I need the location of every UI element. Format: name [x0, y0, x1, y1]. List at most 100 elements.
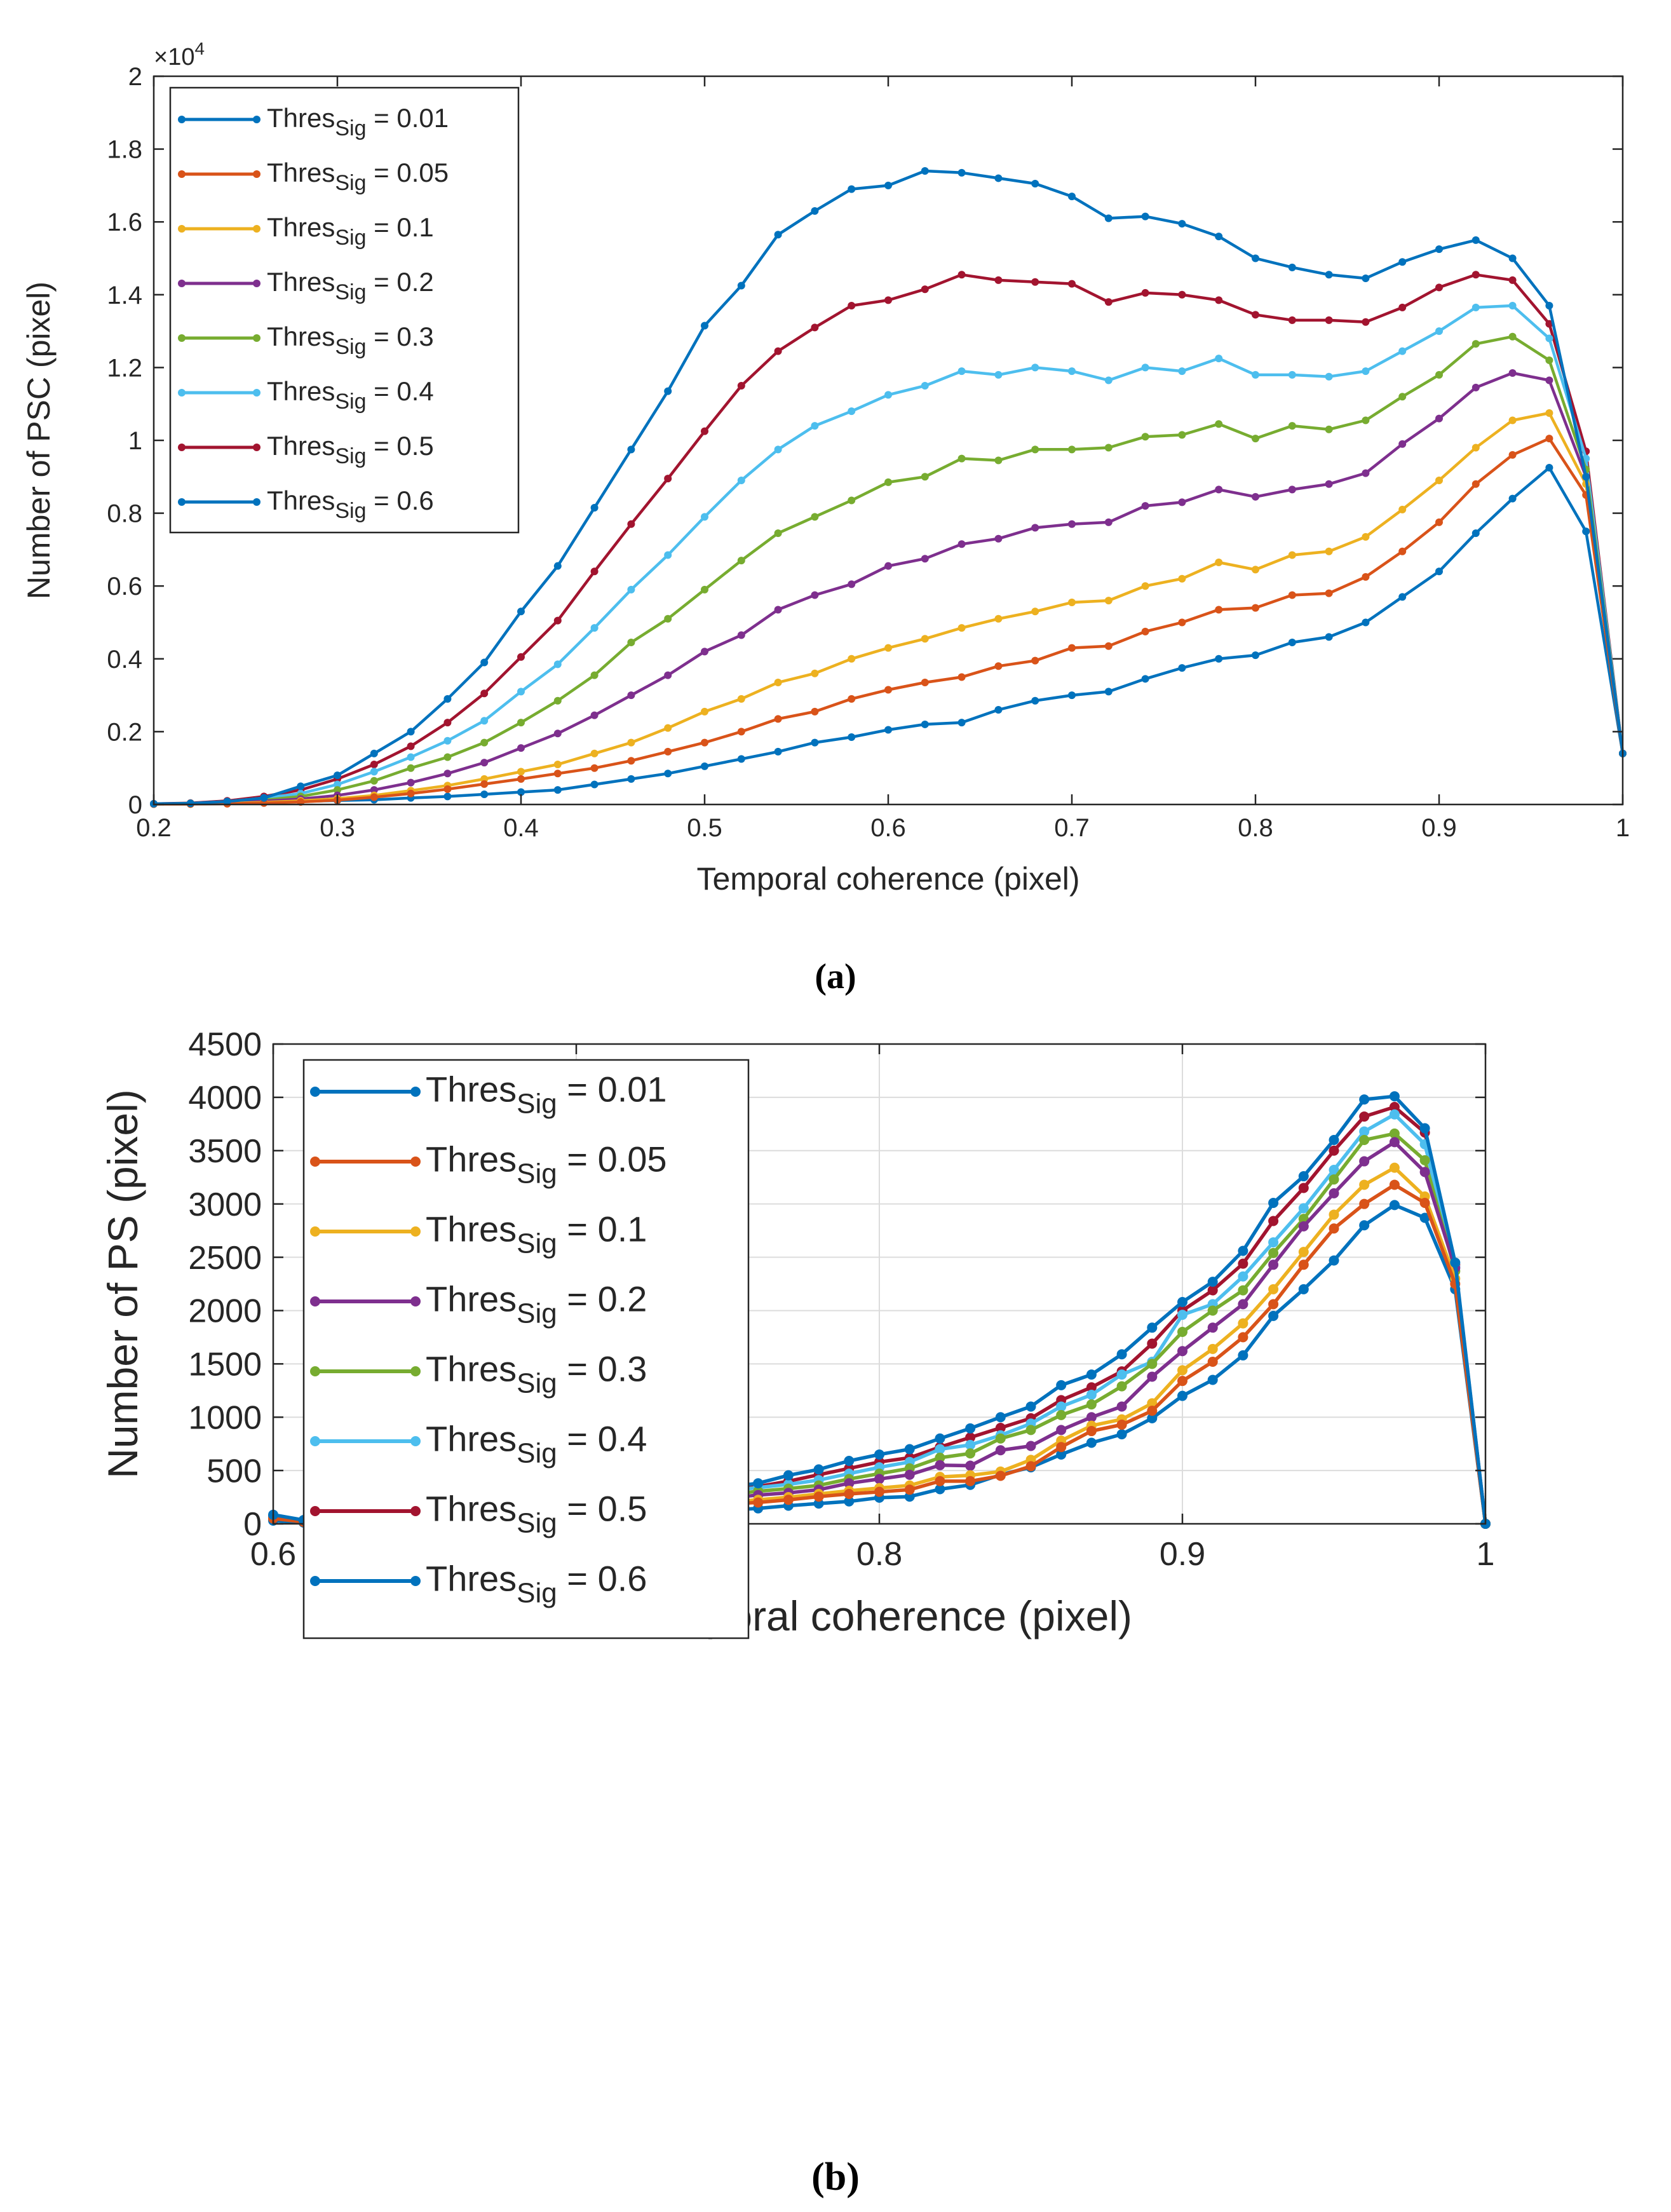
data-point — [701, 738, 708, 747]
data-point — [1298, 1284, 1309, 1294]
data-point — [1207, 1322, 1218, 1333]
data-point — [874, 1474, 884, 1484]
data-point — [1268, 1237, 1279, 1248]
data-point — [1435, 567, 1443, 576]
legend-marker — [310, 1366, 320, 1376]
data-point — [774, 231, 782, 239]
data-point — [627, 738, 635, 747]
data-point — [1362, 573, 1370, 581]
data-point — [1435, 327, 1443, 336]
legend-marker — [310, 1506, 320, 1516]
data-point — [553, 760, 562, 768]
y-tick-label: 0 — [243, 1506, 262, 1543]
data-point — [995, 1470, 1006, 1481]
legend-marker — [310, 1436, 320, 1446]
data-point — [1435, 245, 1443, 254]
legend-label: ThresSig = 0.3 — [426, 1349, 647, 1399]
legend-label: ThresSig = 0.01 — [267, 103, 449, 140]
data-point — [1471, 383, 1480, 391]
legend-value: = 0.1 — [557, 1209, 647, 1249]
data-point — [1268, 1299, 1279, 1310]
data-point — [774, 606, 782, 614]
data-point — [590, 504, 599, 512]
data-point — [664, 387, 672, 395]
data-point — [848, 733, 856, 741]
data-point — [627, 445, 635, 454]
legend-prefix: Thres — [426, 1349, 517, 1389]
data-point — [1141, 363, 1149, 372]
legend-prefix: Thres — [267, 158, 335, 187]
legend-value: = 0.01 — [367, 103, 449, 133]
data-point — [1508, 494, 1517, 503]
y-tick-label: 0.8 — [107, 500, 142, 528]
y-axis-label: Number of PSC (pixel) — [21, 282, 57, 599]
y-tick-label: 1 — [128, 427, 142, 455]
data-point — [1177, 1390, 1187, 1401]
data-point — [1207, 1356, 1218, 1367]
data-point — [1147, 1413, 1158, 1423]
data-point — [1298, 1221, 1309, 1232]
data-point — [1147, 1359, 1158, 1369]
data-point — [701, 513, 708, 521]
data-point — [1288, 485, 1296, 494]
x-tick-label: 0.2 — [136, 814, 172, 842]
data-point — [737, 557, 745, 565]
legend-marker — [410, 1436, 421, 1446]
legend-label: ThresSig = 0.2 — [267, 267, 434, 304]
data-point — [1508, 301, 1517, 309]
data-point — [737, 755, 745, 763]
data-point — [737, 695, 745, 703]
data-point — [737, 477, 745, 485]
data-point — [1238, 1245, 1248, 1256]
data-point — [1177, 1346, 1187, 1357]
data-point — [737, 282, 745, 290]
legend-value: = 0.2 — [367, 267, 434, 297]
data-point — [1268, 1310, 1279, 1321]
data-point — [1116, 1419, 1127, 1430]
legend-marker — [178, 225, 186, 233]
data-point — [1104, 688, 1113, 696]
data-point — [1389, 1091, 1400, 1102]
data-point — [1508, 451, 1517, 459]
data-point — [884, 478, 892, 486]
data-point — [935, 1460, 945, 1470]
legend-marker — [253, 444, 260, 451]
data-point — [1252, 311, 1259, 319]
data-point — [1288, 551, 1296, 559]
legend-value: = 0.4 — [367, 376, 434, 406]
legend-marker — [310, 1576, 320, 1586]
data-point — [1362, 533, 1370, 541]
legend-subscript: Sig — [517, 1438, 557, 1469]
data-point — [480, 658, 489, 667]
data-point — [774, 715, 782, 723]
data-point — [994, 456, 1003, 465]
data-point — [957, 624, 966, 632]
data-point — [1508, 254, 1517, 262]
data-point — [1147, 1322, 1158, 1333]
data-point — [553, 616, 562, 625]
data-point — [811, 738, 819, 747]
legend-subscript: Sig — [335, 335, 366, 359]
data-point — [1147, 1371, 1158, 1382]
data-point — [701, 585, 708, 594]
data-point — [1545, 356, 1553, 364]
data-point — [1104, 444, 1113, 452]
data-point — [186, 799, 194, 808]
data-point — [1471, 236, 1480, 244]
data-point — [844, 1496, 855, 1507]
data-point — [1025, 1425, 1036, 1435]
data-point — [994, 174, 1003, 182]
data-point — [1056, 1449, 1067, 1460]
data-point — [1141, 502, 1149, 510]
legend-value: = 0.2 — [557, 1279, 647, 1319]
legend-marker — [310, 1157, 320, 1167]
data-point — [1252, 566, 1259, 574]
legend-label: ThresSig = 0.6 — [426, 1559, 647, 1609]
legend-marker — [178, 444, 186, 451]
legend-marker — [253, 389, 260, 397]
y-exponent-power: 4 — [194, 39, 205, 58]
data-point — [935, 1452, 945, 1463]
data-point — [994, 276, 1003, 284]
y-tick-label: 500 — [206, 1453, 262, 1489]
